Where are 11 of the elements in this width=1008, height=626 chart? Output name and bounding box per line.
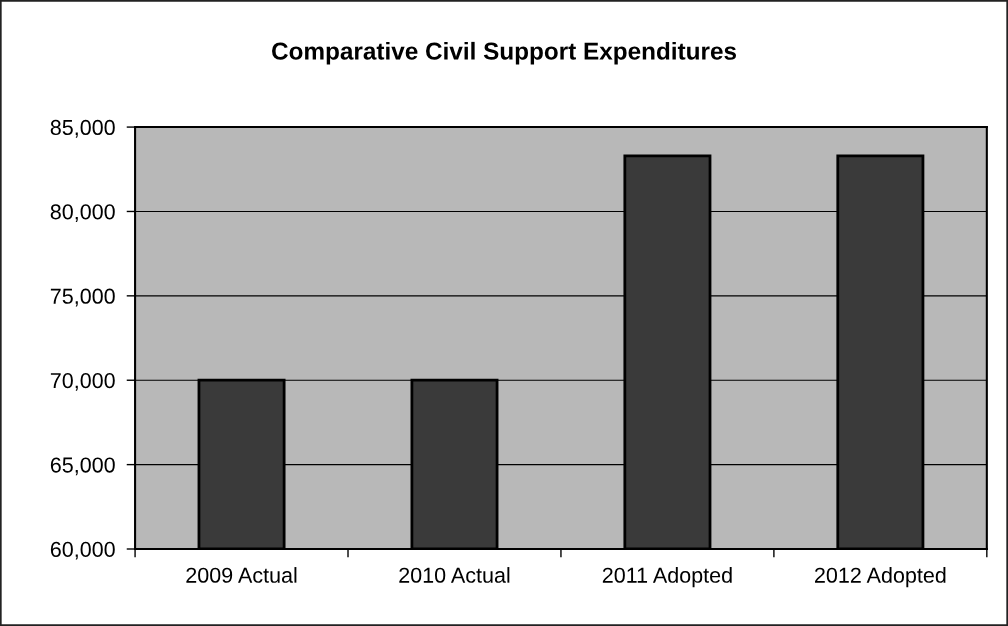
x-tick-label: 2009 Actual xyxy=(186,567,297,583)
x-tick-label: 2010 Actual xyxy=(399,567,510,583)
y-tick-label: 80,000 xyxy=(50,204,115,223)
y-tick-label: 70,000 xyxy=(50,373,115,391)
x-tick-label: 2011 Adopted xyxy=(602,567,732,588)
y-tick-label: 85,000 xyxy=(50,119,115,138)
x-tick-label: 2012 Adopted xyxy=(815,567,946,588)
chart-title: Comparative Civil Support Expenditures xyxy=(272,41,736,65)
y-tick-label: 75,000 xyxy=(50,288,115,307)
y-tick-label: 65,000 xyxy=(50,457,115,476)
y-tick-label: 60,000 xyxy=(50,541,115,560)
